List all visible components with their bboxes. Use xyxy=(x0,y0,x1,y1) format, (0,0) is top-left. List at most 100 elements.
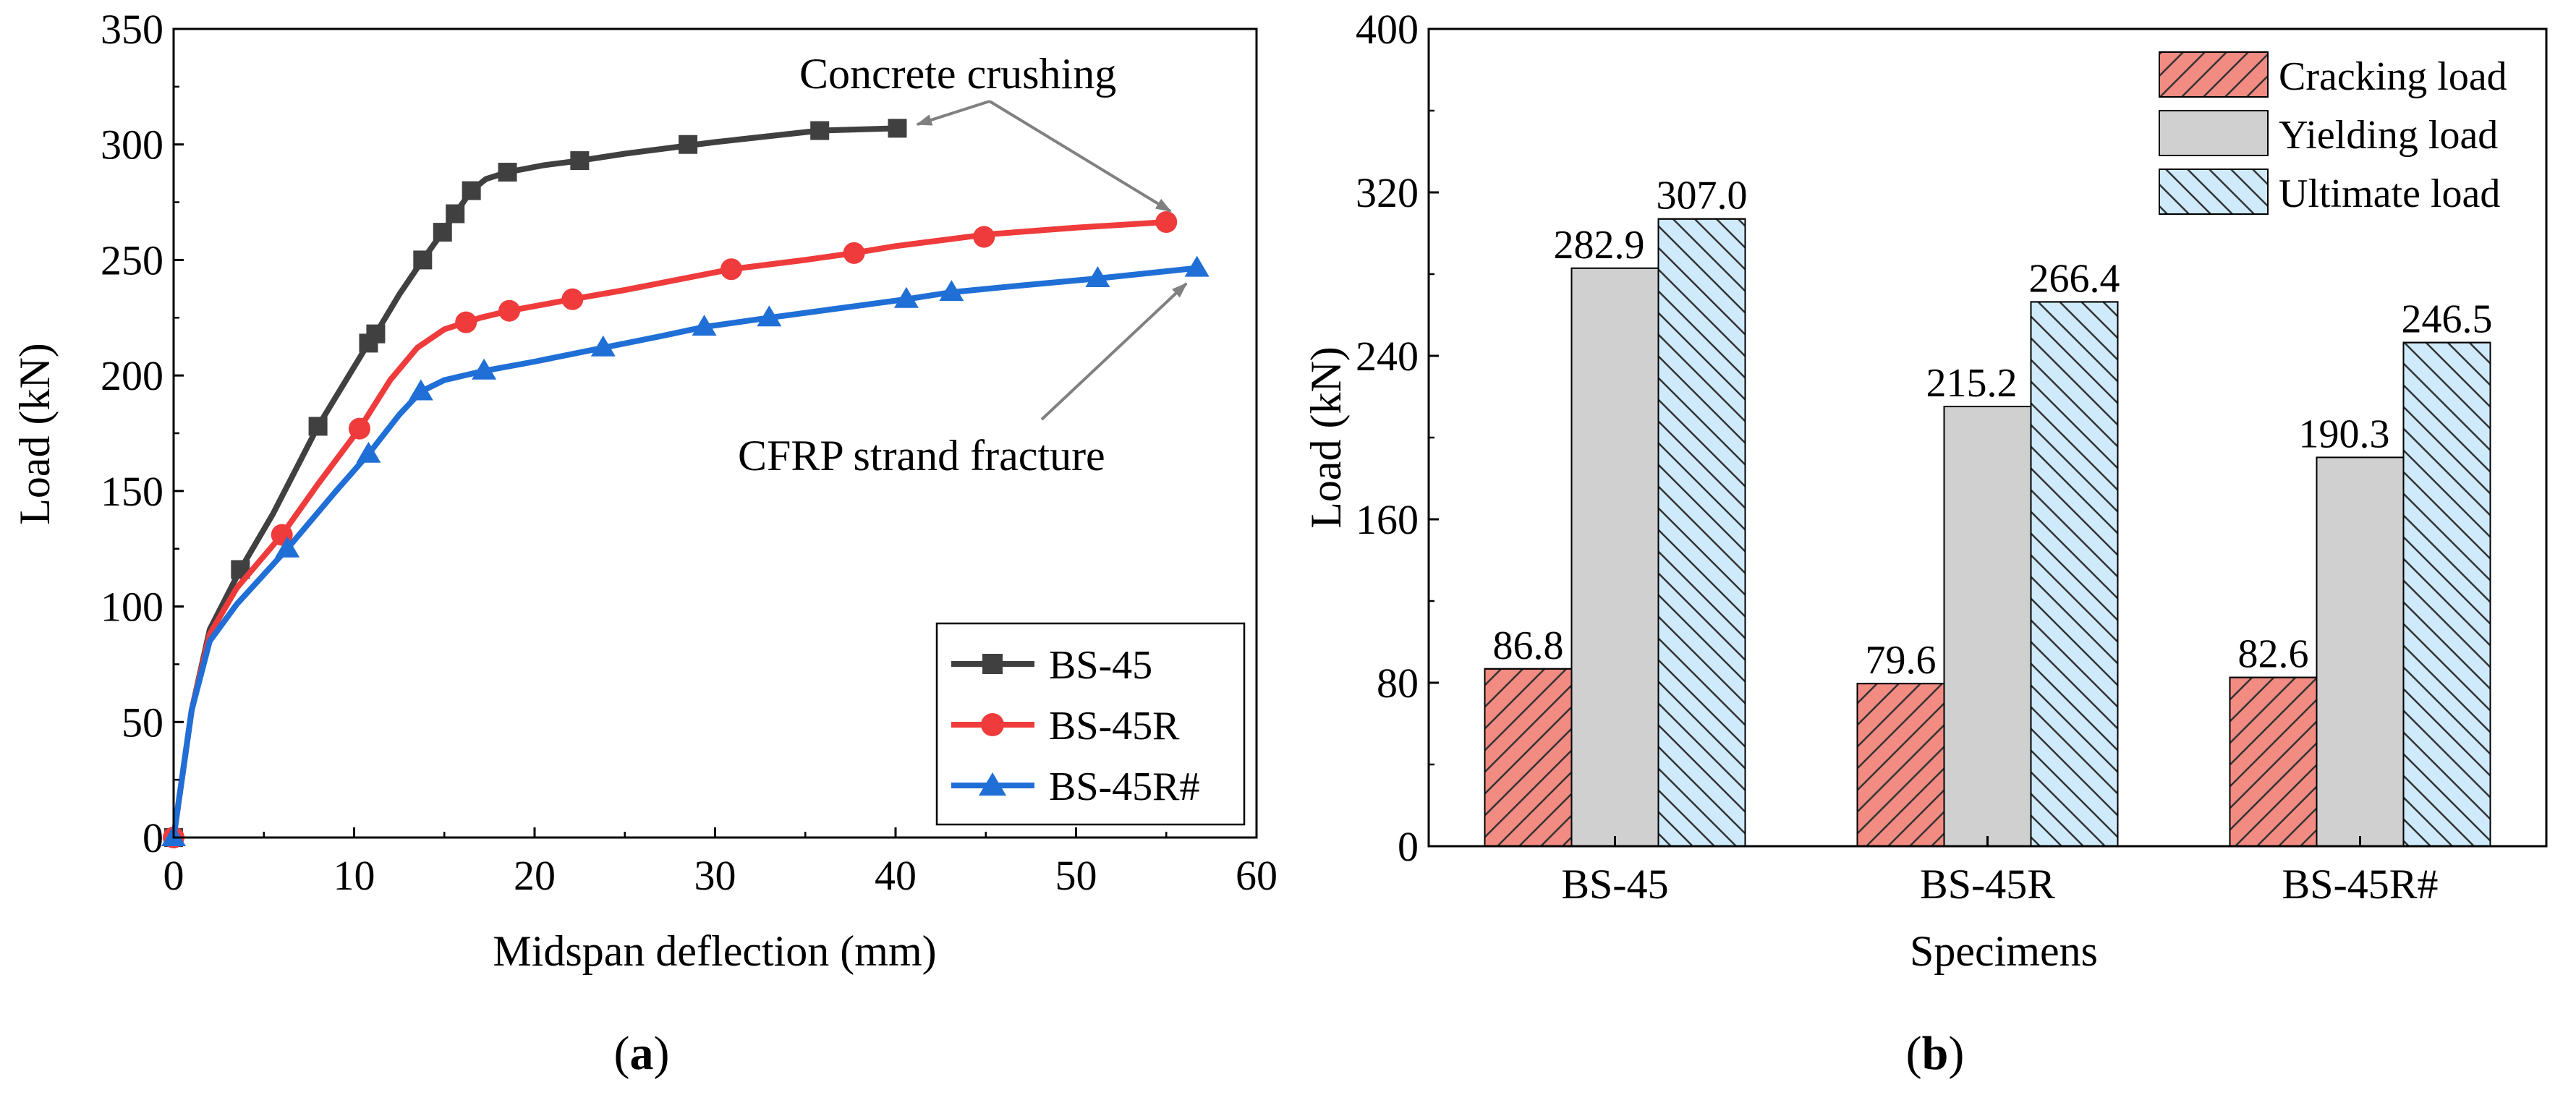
legend-entry-bs-45r: BS-45R xyxy=(951,704,1180,749)
bar-ultimate-load-bs-45r: 266.4 xyxy=(2029,256,2120,848)
data-point-square xyxy=(570,151,590,171)
legend-label-yielding-load: Yielding load xyxy=(2279,113,2498,158)
x-tick-label: BS-45R xyxy=(1920,861,2055,908)
data-point-triangle xyxy=(356,441,381,463)
y-tick-label: 200 xyxy=(101,352,163,399)
line-chart-legend: BS-45 BS-45R BS-45R# xyxy=(935,622,1246,826)
bar-chart-x-axis-label: Specimens xyxy=(1910,927,2098,975)
x-tick-label: 60 xyxy=(1236,852,1278,899)
y-tick-label: 0 xyxy=(1398,823,1419,870)
data-point-circle xyxy=(455,311,477,333)
legend-entry-bs-45r-hash: BS-45R# xyxy=(951,764,1200,809)
legend-hatch-backward xyxy=(2159,169,2269,215)
data-point-triangle xyxy=(692,315,717,336)
legend-label-cracking-load: Cracking load xyxy=(2279,54,2507,99)
x-tick-label: 20 xyxy=(514,852,556,899)
data-point-triangle xyxy=(893,286,919,308)
line-chart-x-axis-label: Midspan deflection (mm) xyxy=(493,927,936,975)
bar-chart-panel: 86.8 282.9 307.0 79.6 215.2 266.4 82.6 190.3 246… xyxy=(1302,6,2548,1080)
data-point-circle xyxy=(561,288,584,310)
series-bs-45r xyxy=(163,211,1178,848)
bar-fill xyxy=(2316,456,2405,847)
y-tick-label: 240 xyxy=(1356,333,1419,380)
bar-value-label: 307.0 xyxy=(1657,174,1748,218)
data-point-square xyxy=(810,121,830,140)
data-point-square xyxy=(888,119,907,138)
x-tick-label: BS-45 xyxy=(1561,861,1668,908)
data-point-triangle xyxy=(408,379,433,401)
bar-value-label: 82.6 xyxy=(2238,632,2309,677)
legend-label-bs-45r: BS-45R xyxy=(1049,704,1180,749)
y-tick-label: 350 xyxy=(101,6,163,53)
data-point-circle xyxy=(1155,211,1178,234)
data-point-square xyxy=(308,417,328,436)
legend-entry-yielding-load: Yielding load xyxy=(2159,110,2498,158)
bar-hatch xyxy=(2229,676,2318,848)
bar-yielding-load-bs-45r: 215.2 xyxy=(1926,361,2032,847)
x-tick-label: BS-45R# xyxy=(2282,861,2439,908)
bar-value-label: 86.8 xyxy=(1493,623,1564,668)
data-point-triangle xyxy=(757,305,782,327)
line-chart-y-axis-label: Load (kN) xyxy=(11,343,59,525)
line-chart-panel: 0 10 20 30 40 50 60 0 50 100 150 200 250 300 350 Mids… xyxy=(11,6,1278,1080)
y-tick-label: 300 xyxy=(101,122,163,169)
bar-value-label: 266.4 xyxy=(2029,256,2120,301)
legend-entry-cracking-load: Cracking load xyxy=(2159,51,2507,99)
bar-fill xyxy=(1943,406,2032,847)
bar-chart-y-axis-label: Load (kN) xyxy=(1302,346,1350,529)
y-tick-label: 250 xyxy=(101,237,163,284)
data-point-circle xyxy=(720,258,742,281)
data-point-circle xyxy=(498,299,521,322)
data-point-circle xyxy=(843,242,865,264)
legend-marker-square-icon xyxy=(982,654,1003,674)
bar-hatch xyxy=(2402,341,2491,847)
legend-label-bs-45: BS-45 xyxy=(1049,643,1152,688)
bar-hatch xyxy=(1657,218,1746,848)
data-point-square xyxy=(679,135,698,154)
annotation-arrow-concrete-left xyxy=(916,100,990,126)
bar-ultimate-load-bs-45: 307.0 xyxy=(1657,174,1748,848)
bar-value-label: 190.3 xyxy=(2299,412,2390,456)
bar-cracking-load-bs-45r-hash: 82.6 xyxy=(2229,632,2318,848)
bar-hatch xyxy=(1484,668,1573,847)
y-tick-label: 400 xyxy=(1356,6,1419,53)
data-point-square xyxy=(462,181,481,200)
series-line-bs-45r xyxy=(171,219,1170,840)
data-point-triangle xyxy=(1085,265,1110,287)
y-tick-label: 320 xyxy=(1356,169,1419,216)
bar-value-label: 282.9 xyxy=(1554,223,1645,268)
series-bs-45r-hash xyxy=(161,255,1210,846)
data-point-circle xyxy=(973,226,995,248)
annotation-arrow-cfrp xyxy=(1040,282,1188,421)
x-tick-label: 50 xyxy=(1055,852,1097,899)
data-point-square xyxy=(413,250,433,270)
x-tick-label: 30 xyxy=(694,852,736,899)
data-point-triangle xyxy=(590,335,616,357)
line-chart-data-layer xyxy=(161,119,1210,848)
bar-value-label: 246.5 xyxy=(2402,297,2493,342)
bar-cracking-load-bs-45r: 79.6 xyxy=(1856,638,1945,847)
x-tick-label: 40 xyxy=(875,852,917,899)
line-chart-x-ticks: 0 10 20 30 40 50 60 xyxy=(163,827,1278,899)
panel-a-caption: (a) xyxy=(614,1027,670,1080)
bar-value-label: 215.2 xyxy=(1926,361,2018,406)
line-chart-y-ticks: 0 50 100 150 200 250 300 350 xyxy=(101,6,184,861)
x-tick-label: 10 xyxy=(333,852,375,899)
legend-hatch-forward xyxy=(2159,51,2269,98)
bar-cracking-load-bs-45: 86.8 xyxy=(1484,623,1573,847)
data-point-square xyxy=(498,163,517,182)
legend-entry-bs-45: BS-45 xyxy=(951,643,1152,688)
data-point-triangle xyxy=(939,280,964,302)
bar-fill xyxy=(1570,267,1659,847)
series-bs-45 xyxy=(164,119,907,847)
y-tick-label: 0 xyxy=(143,814,163,861)
annotation-cfrp-fracture: CFRP strand fracture xyxy=(738,432,1105,480)
legend-marker-triangle-icon xyxy=(979,772,1006,796)
panel-b-caption: (b) xyxy=(1906,1027,1965,1080)
x-tick-label: 0 xyxy=(163,852,184,899)
bar-hatch xyxy=(2030,301,2119,848)
data-point-triangle xyxy=(472,358,497,380)
annotation-concrete-crushing: Concrete crushing xyxy=(799,50,1116,98)
data-point-square xyxy=(433,223,452,242)
